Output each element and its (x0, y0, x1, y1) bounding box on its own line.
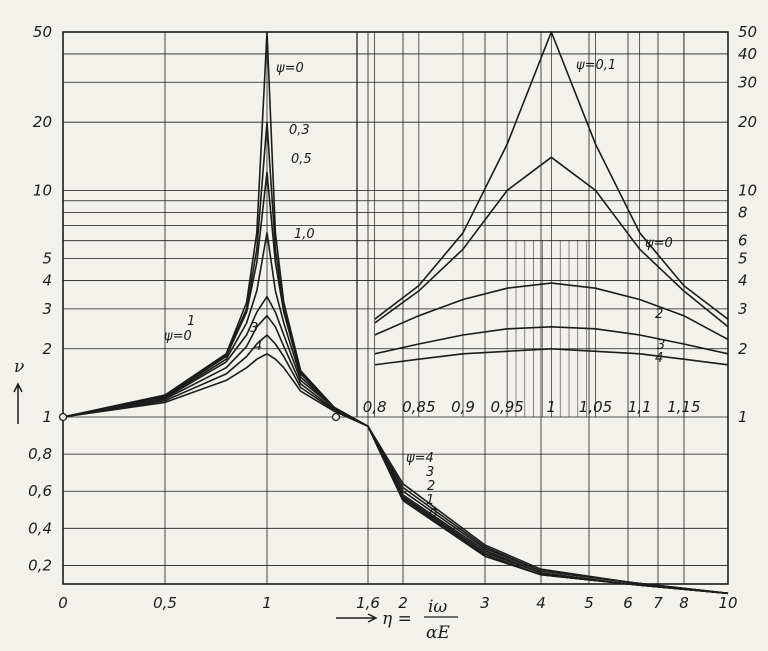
main-curve-3 (62, 171, 729, 595)
y-tick-left: 0,8 (28, 445, 52, 463)
x-axis-label-den: αE (426, 623, 450, 643)
label-inset-psi0: ψ=0 (645, 236, 673, 251)
y-tick-left: 0,6 (28, 482, 52, 500)
x-tick: 0 (58, 594, 68, 612)
tick-labels: 0,20,40,60,81234510205012345681020304050… (28, 23, 757, 612)
inset-x-tick: 0,85 (402, 398, 435, 416)
label-left-psi0: ψ=0 (164, 329, 192, 344)
curves (58, 31, 729, 595)
label-low-1: 1 (426, 493, 434, 508)
main-curve-8 (62, 352, 729, 595)
inset-x-tick: 1,05 (579, 398, 612, 416)
x-tick: 7 (653, 594, 663, 612)
y-tick-right: 1 (738, 408, 748, 426)
x-tick: 3 (480, 594, 490, 612)
x-tick: 6 (623, 594, 633, 612)
inset-x-tick: 1,1 (628, 398, 652, 416)
y-tick-left: 1 (42, 408, 52, 426)
inset-x-tick: 0,9 (451, 398, 475, 416)
label-psi10: 1,0 (294, 227, 315, 242)
main-curve-7 (62, 334, 729, 595)
inset-x-tick: 1,15 (667, 398, 700, 416)
label-inset-3: 3 (657, 338, 665, 353)
cross-marker (331, 412, 341, 422)
x-tick: 1,6 (356, 594, 380, 612)
inset-x-tick: 0,8 (363, 398, 387, 416)
x-tick: 1 (262, 594, 272, 612)
y-axis-arrow (13, 382, 23, 424)
label-left-4: 4 (254, 339, 262, 354)
inset-x-tick: 0,95 (490, 398, 523, 416)
label-psi0-top: ψ=0 (276, 61, 304, 76)
label-psi05: 0,5 (291, 152, 312, 167)
y-tick-right: 40 (738, 45, 757, 63)
inset-curve-3 (374, 282, 729, 341)
y-tick-left: 0,2 (28, 556, 52, 574)
label-left-3: 3 (250, 321, 258, 336)
y-tick-left: 4 (42, 272, 52, 290)
x-axis-label-eta: η = (382, 609, 412, 629)
x-axis-label-num: iω (428, 597, 447, 617)
y-axis-label: ν (14, 357, 24, 377)
x-tick: 10 (718, 594, 737, 612)
label-left-1: 1 (187, 314, 195, 329)
inset-x-tick: 1 (547, 398, 557, 416)
label-low-0: 0 (429, 507, 437, 522)
label-inset-psi01: ψ=0,1 (576, 58, 616, 73)
y-tick-right: 30 (738, 73, 757, 91)
y-tick-right: 3 (738, 300, 748, 318)
x-tick: 4 (536, 594, 546, 612)
y-tick-right: 5 (738, 250, 748, 268)
x-tick: 2 (398, 594, 408, 612)
y-tick-right: 10 (738, 181, 757, 199)
y-tick-left: 50 (33, 23, 52, 41)
y-tick-left: 20 (33, 113, 52, 131)
main-curve-6 (62, 314, 729, 595)
y-tick-left: 0,4 (28, 519, 52, 537)
label-inset-2: 2 (655, 307, 663, 322)
x-axis-arrow (336, 613, 378, 623)
plot-frame (62, 31, 729, 585)
main-curve-4 (62, 232, 729, 595)
x-tick: 8 (679, 594, 689, 612)
inset-curve-4 (374, 325, 729, 355)
y-tick-right: 20 (738, 113, 757, 131)
y-tick-left: 2 (42, 340, 52, 358)
main-curve-5 (62, 295, 729, 595)
x-tick: 0,5 (153, 594, 177, 612)
label-psi03: 0,3 (289, 123, 310, 138)
y-tick-right: 6 (738, 232, 748, 250)
label-low-psi4: ψ=4 (406, 451, 434, 466)
y-tick-right: 4 (738, 272, 748, 290)
inset-curve-1 (374, 31, 729, 320)
label-inset-4: 4 (655, 351, 663, 366)
y-tick-left: 5 (42, 250, 52, 268)
y-tick-right: 50 (738, 23, 757, 41)
y-tick-right: 2 (738, 340, 748, 358)
y-tick-left: 10 (33, 181, 52, 199)
origin-marker (58, 412, 68, 422)
inset-curve-2 (374, 156, 729, 328)
y-tick-right: 8 (738, 203, 748, 221)
y-tick-left: 3 (42, 300, 52, 318)
gridlines (62, 31, 729, 585)
inset-curve-5 (374, 347, 729, 366)
label-low-3: 3 (426, 465, 434, 480)
label-low-2: 2 (427, 479, 435, 494)
x-tick: 5 (584, 594, 594, 612)
